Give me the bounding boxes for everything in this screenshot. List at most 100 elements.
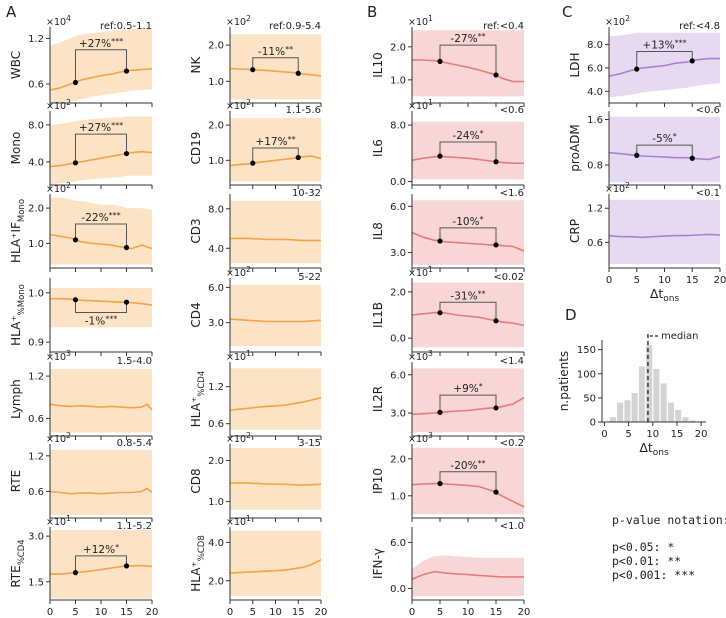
y-axis-label-main: IL1B <box>371 302 385 328</box>
bracket-point-start <box>250 160 256 166</box>
y-tick-label: 8.0 <box>28 120 44 131</box>
y-multiplier-exp: 3 <box>428 431 433 440</box>
histogram-bar <box>653 368 660 422</box>
y-multiplier: ×101 <box>408 265 433 279</box>
bracket-point-end <box>123 244 130 251</box>
y-axis-label: RTE%CD4 <box>9 539 27 587</box>
bracket-point-end <box>689 155 695 161</box>
x-tick-label: 10 <box>658 275 671 286</box>
y-tick-label: 2.0 <box>208 121 224 132</box>
ci-band <box>50 197 152 265</box>
bracket-label-stars: ** <box>478 459 486 468</box>
y-axis-label: HLA⁺%CD8 <box>189 535 207 592</box>
y-multiplier-base: ×10 <box>408 352 428 363</box>
y-tick-label: 1.2 <box>28 372 44 383</box>
bracket-point-start <box>72 297 79 303</box>
series-line <box>412 59 524 83</box>
bracket-point-end <box>123 299 130 305</box>
series-line <box>608 57 720 77</box>
ci-band <box>50 369 152 433</box>
bracket-point-start <box>634 152 640 158</box>
pvalue-line-3: p<0.001: *** <box>612 568 696 582</box>
y-multiplier-exp: 1 <box>428 265 433 274</box>
y-axis-label-sub: %Mono <box>17 284 27 315</box>
bracket-label-value: -20% <box>450 460 477 472</box>
bracket-label-stars: * <box>479 382 483 391</box>
y-axis-label-main: IP10 <box>371 468 385 494</box>
bracket-point-start <box>437 480 443 487</box>
series-line <box>411 311 525 327</box>
y-multiplier-base: ×10 <box>46 352 66 363</box>
histogram-bar <box>609 417 616 422</box>
y-tick-label: 0.6 <box>28 487 44 498</box>
y-axis-label: IL10 <box>371 52 385 78</box>
x-tick-label: 15 <box>292 607 305 618</box>
y-tick-label: 1.0 <box>208 77 224 88</box>
reference-range: <0.02 <box>493 272 524 283</box>
x-tick-label: 20 <box>315 607 328 618</box>
x-tick-label: 10 <box>269 607 282 618</box>
y-axis-label-main: CRP <box>568 219 582 243</box>
histogram-bar <box>631 393 638 422</box>
bracket-label-value: +27% <box>79 38 111 50</box>
significance-bracket <box>439 141 497 162</box>
panel-cd8: 1.0 2.0×102 3-15 CD8 <box>189 431 322 522</box>
ci-band <box>230 368 321 430</box>
x-tick-label: 5 <box>72 607 78 618</box>
y-multiplier-base: ×10 <box>408 434 428 445</box>
y-axis-label: CD8 <box>189 468 203 493</box>
ci-band <box>609 116 720 183</box>
bracket-label: +27%*** <box>79 121 123 134</box>
y-axis-label: IL8 <box>371 222 385 240</box>
bracket-point-end <box>123 68 130 74</box>
bracket-point-start <box>72 79 79 86</box>
y-axis-label: CD4 <box>189 302 203 327</box>
y-tick-label: 3.0 <box>208 318 224 329</box>
bracket-label: -31%** <box>450 289 485 302</box>
bracket-point-start <box>437 153 443 159</box>
series-line <box>50 297 153 306</box>
x-axis-label: Δtons <box>650 286 680 304</box>
bracket-label-value: +9% <box>453 383 478 395</box>
bracket-point-start <box>437 238 443 244</box>
y-axis-label-main: WBC <box>9 51 23 79</box>
panel-wbc: 0.6 1.2×104 ref:0.5-1.1 WBC +27%*** <box>9 14 153 107</box>
bracket-label: -27%** <box>450 32 485 45</box>
histogram-bar <box>689 420 696 422</box>
x-tick-label: 20 <box>518 607 531 618</box>
y-axis-label-main: IFN-γ <box>371 548 385 579</box>
x-tick-label: 5 <box>634 275 640 286</box>
reference-range: 3-15 <box>298 438 321 449</box>
panel-hlacd4: 0.6 1.2 ×101 HLA⁺%CD4 <box>189 349 322 440</box>
reference-range: <0.2 <box>500 438 524 449</box>
bracket-label-value: +13% <box>642 40 674 52</box>
panel-letter-a: A <box>6 3 17 21</box>
reference-range: ref:0.5-1.1 <box>100 21 152 32</box>
y-multiplier-exp: 1 <box>66 514 71 523</box>
median-legend-label: median <box>661 331 699 342</box>
y-multiplier-base: ×10 <box>226 17 246 28</box>
y-multiplier-base: ×10 <box>46 517 66 528</box>
series-line <box>229 155 322 167</box>
y-multiplier-exp: 2 <box>66 98 71 107</box>
reference-range: <1.6 <box>500 188 524 199</box>
bracket-label: +17%** <box>255 135 295 148</box>
y-axis-label-main: CD8 <box>189 468 203 493</box>
y-tick-label: 1.5 <box>28 577 44 588</box>
x-tick-label: 5 <box>437 607 443 618</box>
x-axis-label-main: Δt <box>650 286 664 301</box>
bracket-label-stars: ** <box>478 32 486 41</box>
significance-bracket <box>636 51 693 70</box>
reference-range: 5-22 <box>298 272 321 283</box>
significance-bracket <box>439 301 497 321</box>
panel-cd3: 4.0 8.0 10-32 CD3 <box>189 188 322 272</box>
bracket-label: -5%* <box>652 132 676 145</box>
x-axis-label-sub: ons <box>663 294 679 304</box>
bracket-point-end <box>295 70 301 76</box>
y-multiplier-exp: 2 <box>246 14 251 23</box>
y-multiplier-base: ×10 <box>226 352 246 363</box>
series-line <box>608 151 721 161</box>
